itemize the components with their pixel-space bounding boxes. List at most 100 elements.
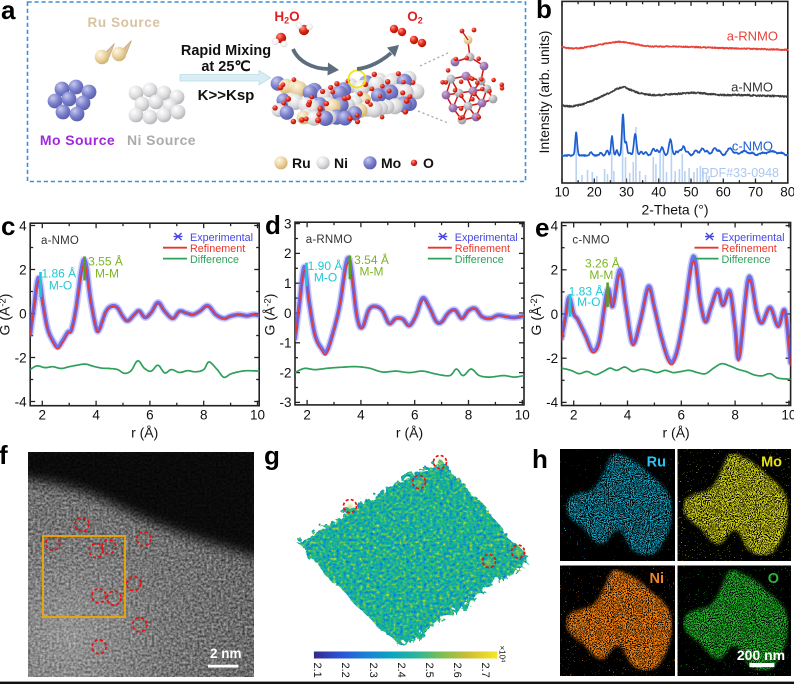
svg-text:8: 8 <box>465 408 473 423</box>
svg-text:6: 6 <box>411 408 419 423</box>
svg-text:c-NMO: c-NMO <box>732 139 773 154</box>
svg-text:d: d <box>265 210 281 240</box>
svg-text:2: 2 <box>19 262 27 277</box>
svg-text:M-M: M-M <box>589 268 613 282</box>
svg-text:2: 2 <box>303 408 311 423</box>
svg-text:1: 1 <box>284 276 292 291</box>
svg-text:80: 80 <box>780 185 794 200</box>
svg-text:-2: -2 <box>15 350 27 365</box>
svg-text:2: 2 <box>570 408 578 423</box>
svg-text:-4: -4 <box>15 394 27 409</box>
svg-text:10: 10 <box>554 185 569 200</box>
svg-text:2.7: 2.7 <box>479 663 491 678</box>
svg-text:c: c <box>1 211 15 241</box>
svg-text:200 nm: 200 nm <box>737 647 785 663</box>
svg-text:Ru: Ru <box>292 155 311 171</box>
svg-text:10: 10 <box>250 408 265 423</box>
svg-text:10: 10 <box>781 408 794 423</box>
svg-text:4: 4 <box>551 218 559 233</box>
svg-text:a-RNMO: a-RNMO <box>727 29 778 44</box>
svg-text:3.54 Å: 3.54 Å <box>354 252 389 267</box>
svg-text:M-M: M-M <box>95 266 119 280</box>
svg-text:Refinement: Refinement <box>190 243 245 255</box>
svg-text:Intensity (arb. units): Intensity (arb. units) <box>536 31 552 154</box>
svg-text:f: f <box>0 440 8 470</box>
svg-text:3.55 Å: 3.55 Å <box>88 254 123 269</box>
svg-text:4: 4 <box>92 408 100 423</box>
svg-text:r (Å): r (Å) <box>662 425 689 441</box>
svg-text:a-RNMO: a-RNMO <box>306 234 353 246</box>
svg-text:b: b <box>536 0 552 24</box>
svg-text:2.6: 2.6 <box>451 663 463 678</box>
svg-text:50: 50 <box>683 185 698 200</box>
svg-text:8: 8 <box>200 408 208 423</box>
svg-text:Ni: Ni <box>334 155 348 171</box>
svg-text:-2: -2 <box>546 351 558 366</box>
svg-text:e: e <box>535 213 549 243</box>
svg-text:6: 6 <box>678 408 686 423</box>
svg-text:1.86 Å: 1.86 Å <box>41 266 76 281</box>
svg-text:Mo: Mo <box>761 455 782 471</box>
svg-text:20: 20 <box>587 185 602 200</box>
svg-text:Difference: Difference <box>722 254 771 266</box>
svg-text:a: a <box>1 0 16 25</box>
svg-text:M-O: M-O <box>577 295 600 309</box>
svg-text:M-M: M-M <box>360 265 384 279</box>
svg-text:Mo: Mo <box>381 155 401 171</box>
svg-text:-3: -3 <box>279 395 291 410</box>
svg-text:Refinement: Refinement <box>722 243 777 255</box>
svg-text:Difference: Difference <box>190 254 239 266</box>
svg-text:-2: -2 <box>279 365 291 380</box>
svg-text:40: 40 <box>651 185 666 200</box>
svg-text:60: 60 <box>716 185 731 200</box>
svg-text:M-O: M-O <box>314 270 337 284</box>
svg-text:Difference: Difference <box>455 254 504 266</box>
svg-text:Ni Source: Ni Source <box>127 132 196 148</box>
svg-text:g: g <box>264 441 280 471</box>
svg-text:Rapid Mixing: Rapid Mixing <box>181 43 271 59</box>
svg-text:M-O: M-O <box>49 279 72 293</box>
svg-text:2: 2 <box>551 263 559 278</box>
svg-text:Mo Source: Mo Source <box>40 132 115 148</box>
svg-text:0: 0 <box>19 306 27 321</box>
svg-text:6: 6 <box>146 408 154 423</box>
svg-text:r (Å): r (Å) <box>131 425 158 441</box>
svg-text:4: 4 <box>19 218 27 233</box>
svg-text:-1: -1 <box>279 336 291 351</box>
svg-text:3: 3 <box>284 216 292 231</box>
svg-text:at 25℃: at 25℃ <box>201 59 251 75</box>
svg-text:4: 4 <box>357 408 365 423</box>
svg-text:Experimental: Experimental <box>722 232 785 244</box>
svg-text:4: 4 <box>624 408 632 423</box>
svg-text:0: 0 <box>551 307 559 322</box>
svg-text:K>>Ksp: K>>Ksp <box>198 87 255 104</box>
svg-text:PDF#33-0948: PDF#33-0948 <box>701 166 779 180</box>
svg-text:h: h <box>532 444 548 474</box>
svg-text:2.1: 2.1 <box>311 663 323 678</box>
svg-text:2 nm: 2 nm <box>210 646 242 661</box>
svg-text:Experimental: Experimental <box>455 232 518 244</box>
svg-text:a-NMO: a-NMO <box>41 235 79 247</box>
svg-text:a-NMO: a-NMO <box>731 80 773 95</box>
svg-text:2.2: 2.2 <box>339 663 351 678</box>
svg-text:10: 10 <box>515 408 530 423</box>
svg-text:2.4: 2.4 <box>395 663 407 678</box>
svg-text:O: O <box>768 571 779 587</box>
svg-text:Ru: Ru <box>647 455 666 471</box>
svg-text:70: 70 <box>748 185 763 200</box>
svg-text:0: 0 <box>284 306 292 321</box>
svg-text:Refinement: Refinement <box>455 243 510 255</box>
svg-text:2: 2 <box>284 246 292 261</box>
svg-text:2.3: 2.3 <box>367 663 379 678</box>
svg-text:Ni: Ni <box>650 571 665 587</box>
svg-text:O: O <box>423 155 434 171</box>
svg-text:×104: ×104 <box>498 646 507 663</box>
svg-text:Ru Source: Ru Source <box>88 15 161 30</box>
svg-text:30: 30 <box>619 185 634 200</box>
svg-text:8: 8 <box>731 408 739 423</box>
svg-text:1.90 Å: 1.90 Å <box>308 258 343 273</box>
svg-text:2-Theta (°): 2-Theta (°) <box>641 202 708 218</box>
svg-text:2: 2 <box>39 408 47 423</box>
svg-text:1.83 Å: 1.83 Å <box>569 284 604 299</box>
svg-text:2.5: 2.5 <box>423 663 435 678</box>
